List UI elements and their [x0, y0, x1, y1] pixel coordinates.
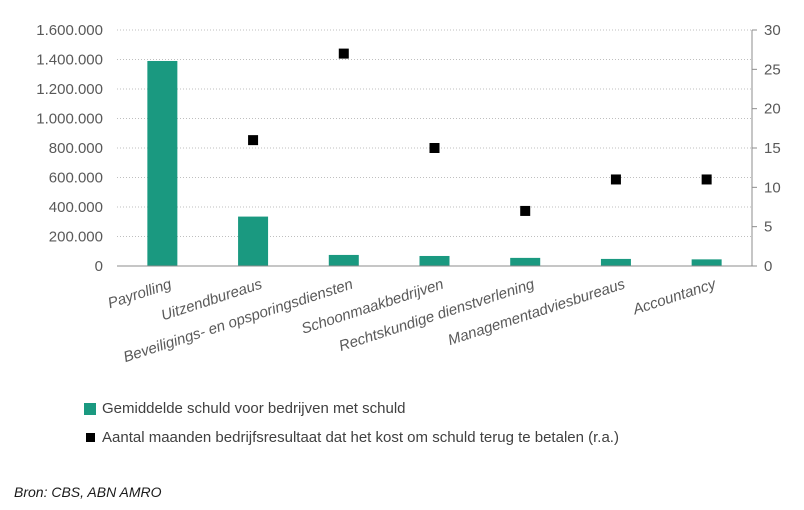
left-tick-label: 1.400.000	[36, 52, 103, 69]
left-tick-label: 1.000.000	[36, 111, 103, 128]
legend-label-bars: Gemiddelde schuld voor bedrijven met sch…	[102, 400, 406, 417]
left-tick-label: 600.000	[49, 170, 103, 187]
legend-swatch-points	[86, 433, 95, 442]
left-axis-ticks: 0 200.000 400.000 600.000 800.000 1.000.000 1.…	[36, 22, 103, 275]
point	[248, 135, 259, 146]
chart: 0 200.000 400.000 600.000 800.000 1.000.000 1.…	[36, 22, 781, 366]
bar	[419, 255, 450, 266]
bar	[691, 259, 722, 266]
left-tick-label: 1.200.000	[36, 81, 103, 98]
left-tick-label: 1.600.000	[36, 22, 103, 39]
left-tick-label: 800.000	[49, 140, 103, 157]
point	[520, 205, 531, 216]
bar	[510, 257, 541, 266]
right-tick-label: 15	[764, 140, 781, 157]
source-note: Bron: CBS, ABN AMRO	[14, 484, 162, 500]
legend-item-bars: Gemiddelde schuld voor bedrijven met sch…	[84, 400, 406, 417]
right-tick-label: 0	[764, 258, 772, 275]
right-tick-label: 10	[764, 179, 781, 196]
point	[429, 143, 440, 153]
category-label: Accountancy	[630, 275, 719, 318]
points	[248, 48, 712, 216]
right-tick-label: 25	[764, 61, 781, 78]
legend-label-points: Aantal maanden bedrijfsresultaat dat het…	[102, 429, 619, 446]
right-tick-label: 5	[764, 219, 772, 236]
bar	[600, 258, 631, 266]
right-tick-label: 20	[764, 101, 781, 118]
gridlines	[117, 29, 752, 237]
point	[701, 174, 712, 185]
bar	[238, 216, 269, 266]
left-tick-label: 400.000	[49, 199, 103, 216]
right-tick-label: 30	[764, 22, 781, 39]
legend-item-points: Aantal maanden bedrijfsresultaat dat het…	[84, 429, 619, 446]
bar	[147, 60, 178, 266]
legend-swatch-bars	[84, 402, 96, 415]
left-tick-label: 0	[95, 258, 103, 275]
left-tick-label: 200.000	[49, 229, 103, 246]
bars	[147, 60, 722, 266]
right-axis-ticks: 0 5 10 15 20 25 30	[752, 22, 781, 275]
bar	[328, 254, 359, 266]
point	[610, 174, 621, 185]
point	[338, 48, 349, 59]
